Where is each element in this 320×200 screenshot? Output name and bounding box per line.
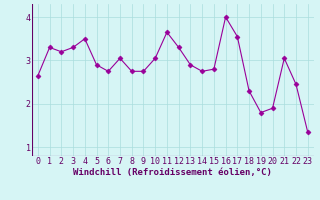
X-axis label: Windchill (Refroidissement éolien,°C): Windchill (Refroidissement éolien,°C) <box>73 168 272 177</box>
